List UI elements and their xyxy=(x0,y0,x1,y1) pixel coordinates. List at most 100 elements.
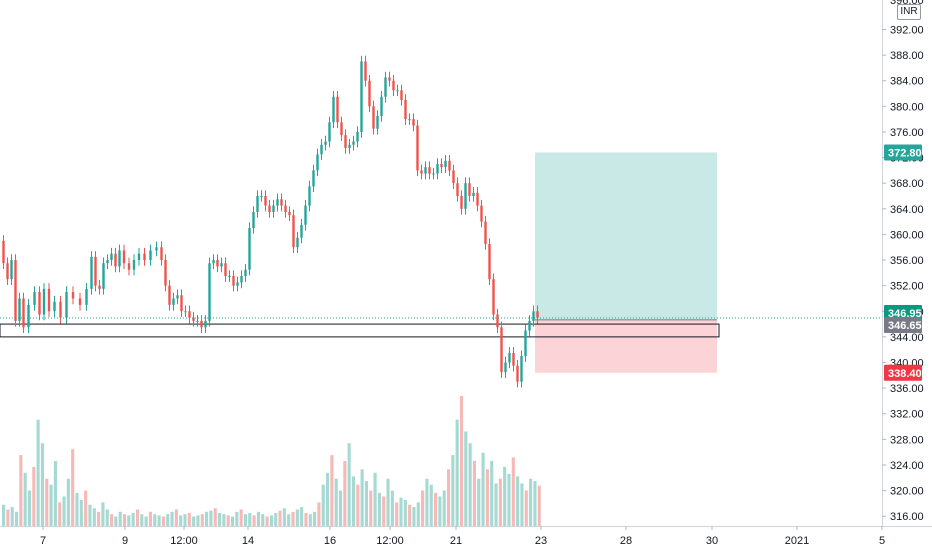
candle-body xyxy=(53,301,56,312)
volume-bar xyxy=(300,507,304,526)
volume-bar xyxy=(356,484,360,526)
volume-bar xyxy=(79,500,83,526)
candle-body xyxy=(264,196,267,206)
candle-body xyxy=(364,61,367,81)
volume-bar xyxy=(265,516,269,526)
candle-body xyxy=(428,167,431,174)
candle-body xyxy=(192,317,195,321)
volume-bar xyxy=(403,500,407,526)
candle-body xyxy=(127,263,131,270)
candle-body xyxy=(176,295,179,299)
price-tick-label: 344.00 xyxy=(890,332,924,344)
volume-bar xyxy=(192,516,196,526)
price-tick-label: 380.00 xyxy=(890,101,924,113)
volume-bar xyxy=(446,469,451,526)
price-tick-label: 388.00 xyxy=(890,50,924,62)
price-tick-label: 360.00 xyxy=(890,229,924,241)
candle-body xyxy=(460,196,463,209)
volume-bar xyxy=(313,511,317,526)
price-tick-label: 324.00 xyxy=(890,460,924,472)
volume-bar xyxy=(360,469,364,526)
volume-bar xyxy=(485,469,489,526)
candle-body xyxy=(78,298,82,305)
candle-body xyxy=(42,288,46,315)
volume-bar xyxy=(373,472,377,526)
volume-bar xyxy=(524,490,528,526)
candle-body xyxy=(220,263,223,267)
candle-body xyxy=(300,224,303,238)
candle-body xyxy=(532,311,535,321)
volume-bar xyxy=(291,511,295,526)
volume-bar xyxy=(49,484,53,526)
price-tick-label: 396.00 xyxy=(890,0,924,7)
support-zone-rectangle[interactable] xyxy=(0,323,720,338)
candle-body xyxy=(380,96,383,116)
candle-body xyxy=(368,80,371,107)
currency-label[interactable]: INR xyxy=(897,4,921,20)
candle-body xyxy=(452,170,455,184)
candle-body xyxy=(376,115,379,129)
candle-body xyxy=(340,122,343,136)
candle-body xyxy=(536,311,539,318)
volume-bar xyxy=(62,496,66,526)
volume-bar xyxy=(308,514,312,526)
candle-body xyxy=(47,288,51,312)
volume-bar xyxy=(304,513,308,526)
candle-body xyxy=(168,285,171,305)
candle-body xyxy=(504,362,507,373)
volume-bar xyxy=(58,502,62,526)
candle-body xyxy=(38,292,41,315)
volume-bar xyxy=(230,516,235,526)
candle-body xyxy=(404,99,407,120)
candle-body xyxy=(424,167,427,174)
volume-bar xyxy=(23,472,27,526)
volume-bar xyxy=(14,511,19,526)
candle-body xyxy=(464,183,467,209)
candle-body xyxy=(268,205,271,213)
candle-body xyxy=(312,170,315,187)
candle-body xyxy=(143,253,146,261)
time-tick-label: 23 xyxy=(535,535,547,547)
candle-body xyxy=(408,119,411,121)
candle-body xyxy=(440,163,443,168)
volume-bar xyxy=(269,515,273,526)
volume-bar xyxy=(226,515,230,526)
price-tick-label: 336.00 xyxy=(890,383,924,395)
volume-bar xyxy=(118,511,122,526)
stop-zone[interactable] xyxy=(535,319,717,373)
volume-bar xyxy=(490,461,494,526)
time-tick-label: 30 xyxy=(706,535,718,547)
candle-body xyxy=(224,263,227,277)
volume-bar xyxy=(153,514,157,526)
volume-bar xyxy=(429,484,433,526)
volume-bar xyxy=(408,504,412,526)
volume-bar xyxy=(481,452,485,526)
volume-bar xyxy=(317,502,321,526)
candle-body xyxy=(500,327,503,373)
volume-bar xyxy=(295,509,299,526)
candle-body xyxy=(356,131,359,142)
volume-bar xyxy=(516,476,520,526)
candle-body xyxy=(90,256,93,289)
volume-bar xyxy=(503,466,507,526)
candle-body xyxy=(420,170,423,174)
time-tick-label: 16 xyxy=(324,535,336,547)
target-zone[interactable] xyxy=(535,152,717,320)
volume-bar xyxy=(412,507,416,526)
volume-bar xyxy=(71,449,75,526)
candle-body xyxy=(98,285,101,289)
candle-body xyxy=(118,250,121,267)
candle-body xyxy=(180,295,183,312)
volume-bar xyxy=(140,514,144,526)
candle-body xyxy=(204,320,207,328)
candle-body xyxy=(320,144,323,155)
candle-body xyxy=(18,298,21,321)
volume-bar xyxy=(390,490,394,526)
candle-body xyxy=(240,276,243,283)
candle-body xyxy=(232,276,235,286)
candle-body xyxy=(520,356,523,382)
candle-body xyxy=(6,263,9,280)
time-tick-label: 7 xyxy=(40,535,46,547)
